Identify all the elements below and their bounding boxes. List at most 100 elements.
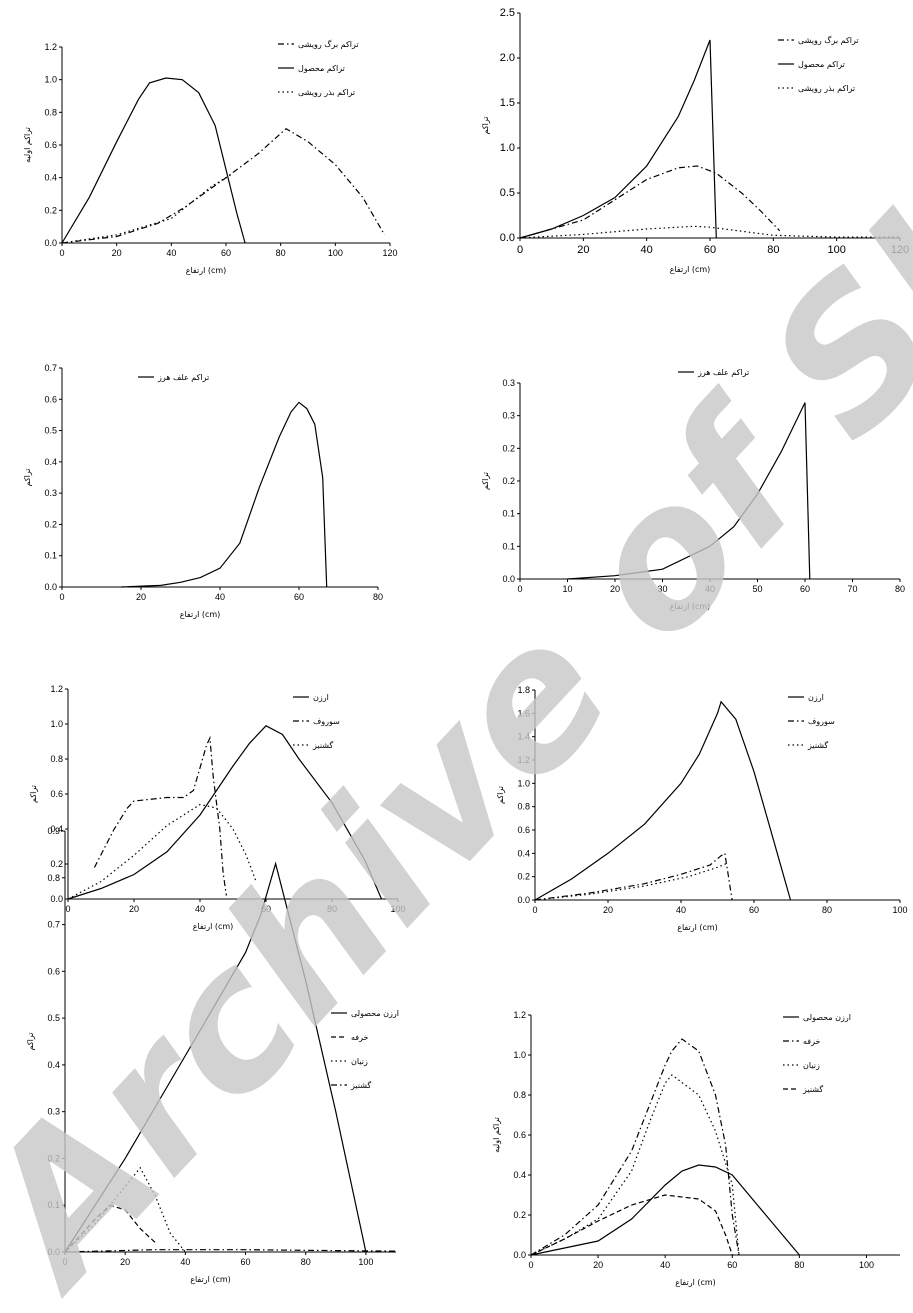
y-tick-label: 0.5 [44, 426, 57, 436]
x-axis-label: ارتفاع (cm) [186, 266, 227, 275]
legend-label: تراکم برگ رویشی [798, 35, 859, 45]
y-tick-label: 1.2 [517, 755, 530, 765]
legend: ارزن محصولی خرفه زنیان گشنیز [331, 1009, 399, 1090]
y-axis-label: تراکم اولیه [492, 1117, 501, 1153]
y-tick-label: 0.8 [44, 107, 57, 117]
y-tick-label: 1.0 [50, 719, 63, 729]
x-tick-label: 20 [112, 248, 122, 258]
series-line-1 [67, 725, 383, 900]
x-tick-label: 40 [166, 248, 176, 258]
x-tick-label: 10 [562, 584, 572, 594]
y-tick-label: 0.3 [502, 378, 515, 388]
x-tick-label: 0 [532, 905, 537, 915]
legend-label: ارزن محصولی [803, 1013, 851, 1022]
x-tick-label: 40 [180, 1257, 190, 1267]
x-axis-label: ارتفاع (cm) [677, 923, 718, 932]
x-tick-label: 80 [276, 248, 286, 258]
series-line-3 [64, 1166, 186, 1253]
legend: ارزن محصولی خرفه زنیان گشنیز [783, 1013, 851, 1094]
series-line-4 [64, 1249, 397, 1253]
y-tick-label: 0.7 [47, 920, 60, 930]
x-tick-label: 20 [120, 1257, 130, 1267]
x-tick-label: 100 [328, 248, 343, 258]
x-axis-label: ارتفاع (cm) [193, 922, 234, 931]
x-tick-label: 100 [827, 244, 845, 256]
y-tick-label: 1.2 [50, 684, 63, 694]
y-tick-label: 0.1 [502, 541, 515, 551]
y-tick-label: 1.6 [517, 708, 530, 718]
y-tick-label: 0.6 [50, 789, 63, 799]
y-tick-label: 0.8 [517, 802, 530, 812]
x-tick-label: 80 [895, 584, 905, 594]
y-tick-label: 0.2 [513, 1210, 526, 1220]
x-tick-label: 40 [676, 905, 686, 915]
legend-label: تراکم علف هرز [157, 373, 209, 382]
x-tick-label: 0 [517, 584, 522, 594]
x-tick-label: 100 [358, 1257, 373, 1267]
series-line-1 [534, 700, 792, 901]
legend-label: زنیان [351, 1057, 368, 1066]
x-tick-label: 100 [390, 904, 405, 914]
x-tick-label: 40 [660, 1260, 670, 1270]
y-tick-label: 1.0 [513, 1050, 526, 1060]
series-line-2 [534, 852, 733, 901]
legend-label: ارزن [313, 693, 329, 702]
x-tick-label: 60 [294, 592, 304, 602]
legend-label: تراکم علف هرز [697, 368, 749, 377]
x-axis-label: ارتفاع (cm) [190, 1275, 231, 1284]
legend: ارزن سوروف گشنیز [788, 693, 835, 750]
x-tick-label: 0 [517, 244, 523, 256]
series-line-2 [93, 735, 227, 896]
y-axis-label: تراکم [481, 472, 490, 490]
legend: تراکم علف هرز [678, 368, 749, 377]
x-axis-label: ارتفاع (cm) [675, 1278, 716, 1287]
x-tick-label: 120 [891, 244, 909, 256]
x-tick-label: 30 [657, 584, 667, 594]
y-tick-label: 0.1 [44, 551, 57, 561]
chart-8: 0 20 40 60 80 100 0.0 0.2 0.4 0.6 0.8 1.0 1.2 ارتفاع … [492, 1010, 900, 1287]
y-tick-label: 0.0 [50, 894, 63, 904]
legend-label: ارزن محصولی [351, 1009, 399, 1018]
x-tick-label: 0 [59, 248, 64, 258]
x-tick-label: 20 [129, 904, 139, 914]
y-tick-label: 0.1 [47, 1200, 60, 1210]
y-tick-label: 0.6 [513, 1130, 526, 1140]
x-tick-label: 40 [215, 592, 225, 602]
y-tick-label: 0.6 [44, 394, 57, 404]
legend-label: خرفه [803, 1037, 821, 1046]
y-tick-label: 2.0 [500, 52, 515, 64]
legend-label: گشنیز [350, 1080, 371, 1090]
y-tick-label: 0.4 [513, 1170, 526, 1180]
y-tick-label: 1.2 [513, 1010, 526, 1020]
y-axis-label: تراکم [26, 1033, 35, 1051]
y-tick-label: 1.2 [44, 42, 57, 52]
x-tick-label: 20 [603, 905, 613, 915]
y-tick-label: 1.4 [517, 732, 530, 742]
legend-label: تراکم بذر رویشی [798, 84, 855, 93]
y-tick-label: 0.7 [44, 363, 57, 373]
y-tick-label: 0.0 [517, 895, 530, 905]
legend-label: تراکم محصول [798, 60, 845, 69]
x-tick-label: 80 [373, 592, 383, 602]
y-tick-label: 0.0 [513, 1250, 526, 1260]
legend: ارزن سوروف گشنیز [293, 693, 340, 750]
y-tick-label: 0.4 [44, 457, 57, 467]
series-line-1 [64, 861, 367, 1253]
y-tick-label: 0.5 [47, 1013, 60, 1023]
series-line-1 [121, 401, 328, 588]
y-tick-label: 0.3 [502, 411, 515, 421]
y-tick-label: 0.1 [502, 509, 515, 519]
legend-label: ارزن [808, 693, 824, 702]
y-tick-label: 0.6 [517, 825, 530, 835]
legend-label: گشنیز [807, 740, 828, 750]
legend-label: سوروف [808, 717, 835, 726]
x-tick-label: 100 [892, 905, 907, 915]
chart-3: 0 20 40 60 80 0.0 0.1 0.2 0.3 0.4 0.5 0.6 0.7 ارتفاع … [23, 363, 383, 619]
y-tick-label: 0.3 [44, 488, 57, 498]
y-tick-label: 0.0 [47, 1247, 60, 1257]
y-tick-label: 0.4 [44, 173, 57, 183]
x-tick-label: 70 [847, 584, 857, 594]
x-tick-label: 80 [794, 1260, 804, 1270]
x-axis-label: ارتفاع (cm) [180, 610, 221, 619]
